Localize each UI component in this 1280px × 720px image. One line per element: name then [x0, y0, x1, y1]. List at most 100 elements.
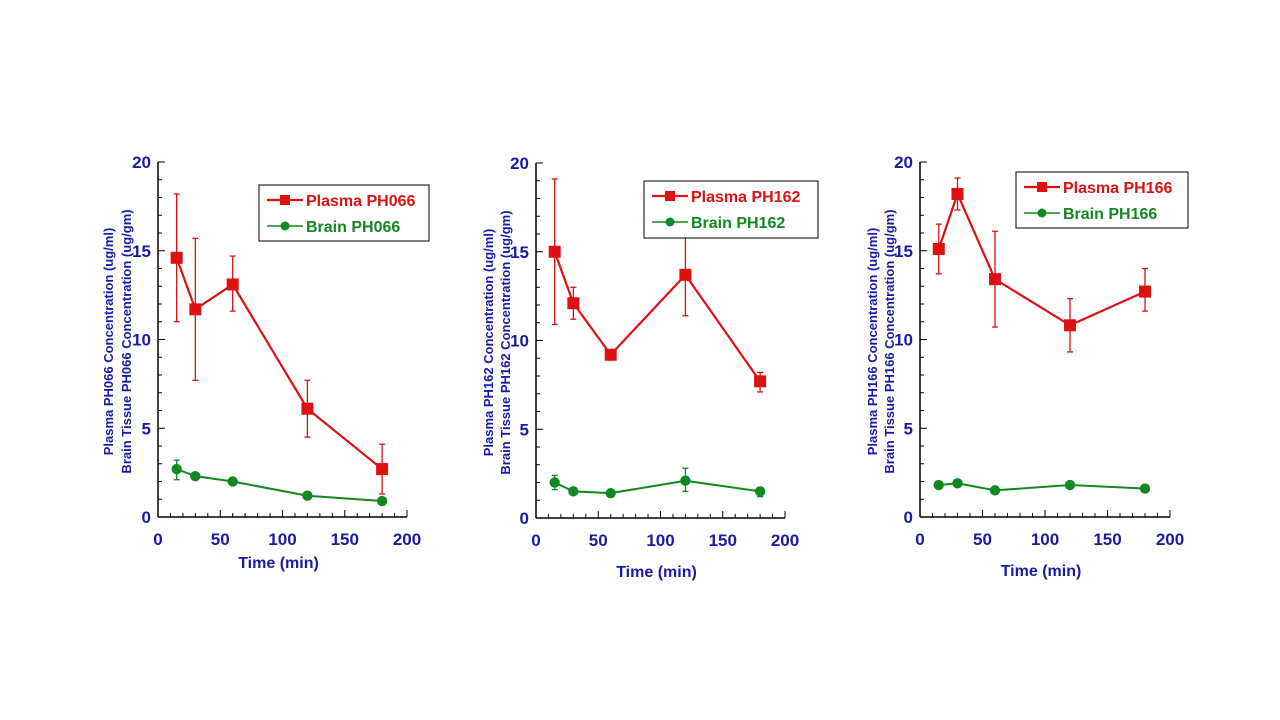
- series-plasma-ph166: [932, 177, 1151, 353]
- y-tick-label: 0: [520, 509, 529, 528]
- legend-marker-square: [665, 191, 675, 201]
- data-point-circle: [227, 476, 238, 487]
- series-plasma-ph066: [170, 193, 389, 495]
- y-tick-label: 0: [904, 508, 913, 527]
- data-point-square: [604, 348, 617, 361]
- y-tick-label: 15: [894, 242, 913, 261]
- x-tick-label: 0: [915, 530, 924, 549]
- legend-marker-circle: [1037, 208, 1047, 218]
- data-point-square: [189, 303, 202, 316]
- y-tick-label: 5: [520, 420, 529, 439]
- data-point-square: [170, 251, 183, 264]
- data-point-square: [951, 187, 964, 200]
- data-point-circle: [933, 479, 944, 491]
- y-axis-title-plasma: Plasma PH162 Concentration (ug/ml): [481, 229, 496, 457]
- legend-label: Brain PH166: [1063, 206, 1157, 223]
- y-axis-title-plasma: Plasma PH166 Concentration (ug/ml): [865, 228, 880, 456]
- y-axis-title-plasma: Plasma PH066 Concentration (ug/ml): [101, 228, 116, 456]
- legend-box: [258, 184, 430, 242]
- data-point-circle: [680, 475, 691, 486]
- data-point-circle: [1064, 479, 1076, 491]
- series-line: [938, 482, 1146, 492]
- x-tick-label: 0: [531, 531, 540, 550]
- series-brain-ph166: [933, 478, 1151, 496]
- data-point-square: [989, 273, 1001, 286]
- x-tick-label: 200: [393, 530, 421, 549]
- x-tick-label: 200: [771, 531, 799, 550]
- x-axis-title: Time (min): [1001, 563, 1082, 580]
- series-line: [554, 479, 761, 495]
- x-tick-label: 50: [211, 530, 230, 549]
- y-tick-label: 20: [894, 153, 913, 172]
- x-tick-label: 150: [331, 530, 359, 549]
- legend-label: Plasma PH166: [1063, 180, 1173, 197]
- data-point-circle: [302, 490, 313, 501]
- data-point-square: [567, 297, 580, 310]
- y-tick-label: 10: [132, 331, 151, 350]
- y-tick-label: 10: [510, 332, 529, 351]
- y-tick-label: 0: [142, 508, 151, 527]
- x-axis-title: Time (min): [616, 564, 697, 581]
- y-axis-title-brain: Brain Tissue PH162 Concentration (ug/gm): [498, 210, 513, 474]
- series-brain-ph162: [549, 467, 766, 499]
- x-tick-label: 100: [646, 531, 674, 550]
- y-tick-label: 20: [132, 153, 151, 172]
- data-point-square: [932, 242, 945, 255]
- legend: Plasma PH166 Brain PH166: [1015, 171, 1189, 229]
- data-point-circle: [989, 485, 1001, 496]
- data-point-circle: [754, 486, 766, 497]
- y-axis-title-brain: Brain Tissue PH066 Concentration (ug/gm): [119, 209, 134, 473]
- data-point-square: [754, 375, 767, 388]
- series-brain-ph066: [171, 459, 388, 507]
- legend-marker-circle: [665, 217, 675, 227]
- y-axis-title-brain: Brain Tissue PH166 Concentration (ug/gm): [882, 209, 897, 473]
- y-tick-label: 15: [132, 242, 151, 261]
- legend-label: Plasma PH162: [691, 189, 801, 206]
- legend: Plasma PH162 Brain PH162: [643, 180, 819, 239]
- legend-label: Brain PH066: [306, 219, 400, 236]
- x-tick-label: 200: [1156, 530, 1184, 549]
- data-point-square: [301, 402, 314, 415]
- y-tick-label: 5: [904, 419, 913, 438]
- legend-box: [1015, 171, 1189, 229]
- data-point-circle: [1139, 483, 1151, 494]
- x-axis-title: Time (min): [238, 555, 319, 572]
- series-line: [175, 257, 383, 470]
- x-tick-label: 150: [1093, 530, 1121, 549]
- x-tick-label: 50: [589, 531, 608, 550]
- legend-marker-circle: [280, 221, 290, 231]
- series-line: [553, 251, 762, 382]
- legend-label: Brain PH162: [691, 215, 785, 232]
- data-point-circle: [568, 486, 579, 497]
- legend-box: [643, 180, 819, 239]
- data-point-circle: [171, 463, 182, 475]
- legend-marker-square: [280, 195, 290, 205]
- data-point-circle: [605, 487, 616, 499]
- x-tick-label: 100: [268, 530, 296, 549]
- data-point-circle: [376, 495, 388, 507]
- data-point-square: [679, 268, 692, 281]
- data-point-square: [226, 278, 239, 291]
- x-tick-label: 150: [709, 531, 737, 550]
- legend-label: Plasma PH066: [306, 193, 416, 210]
- x-tick-label: 50: [973, 530, 992, 549]
- y-tick-label: 10: [894, 331, 913, 350]
- data-point-circle: [549, 477, 560, 488]
- series-line: [176, 468, 383, 503]
- series-plasma-ph162: [548, 178, 767, 393]
- y-tick-label: 5: [142, 419, 151, 438]
- data-point-square: [1064, 319, 1076, 332]
- y-tick-label: 20: [510, 154, 529, 173]
- legend-marker-square: [1037, 182, 1047, 192]
- data-point-square: [376, 463, 389, 476]
- data-point-circle: [952, 478, 963, 489]
- x-tick-label: 100: [1031, 530, 1059, 549]
- data-point-circle: [190, 470, 201, 482]
- data-point-square: [1139, 285, 1151, 298]
- y-tick-label: 15: [510, 243, 529, 262]
- legend: Plasma PH066 Brain PH066: [258, 184, 430, 242]
